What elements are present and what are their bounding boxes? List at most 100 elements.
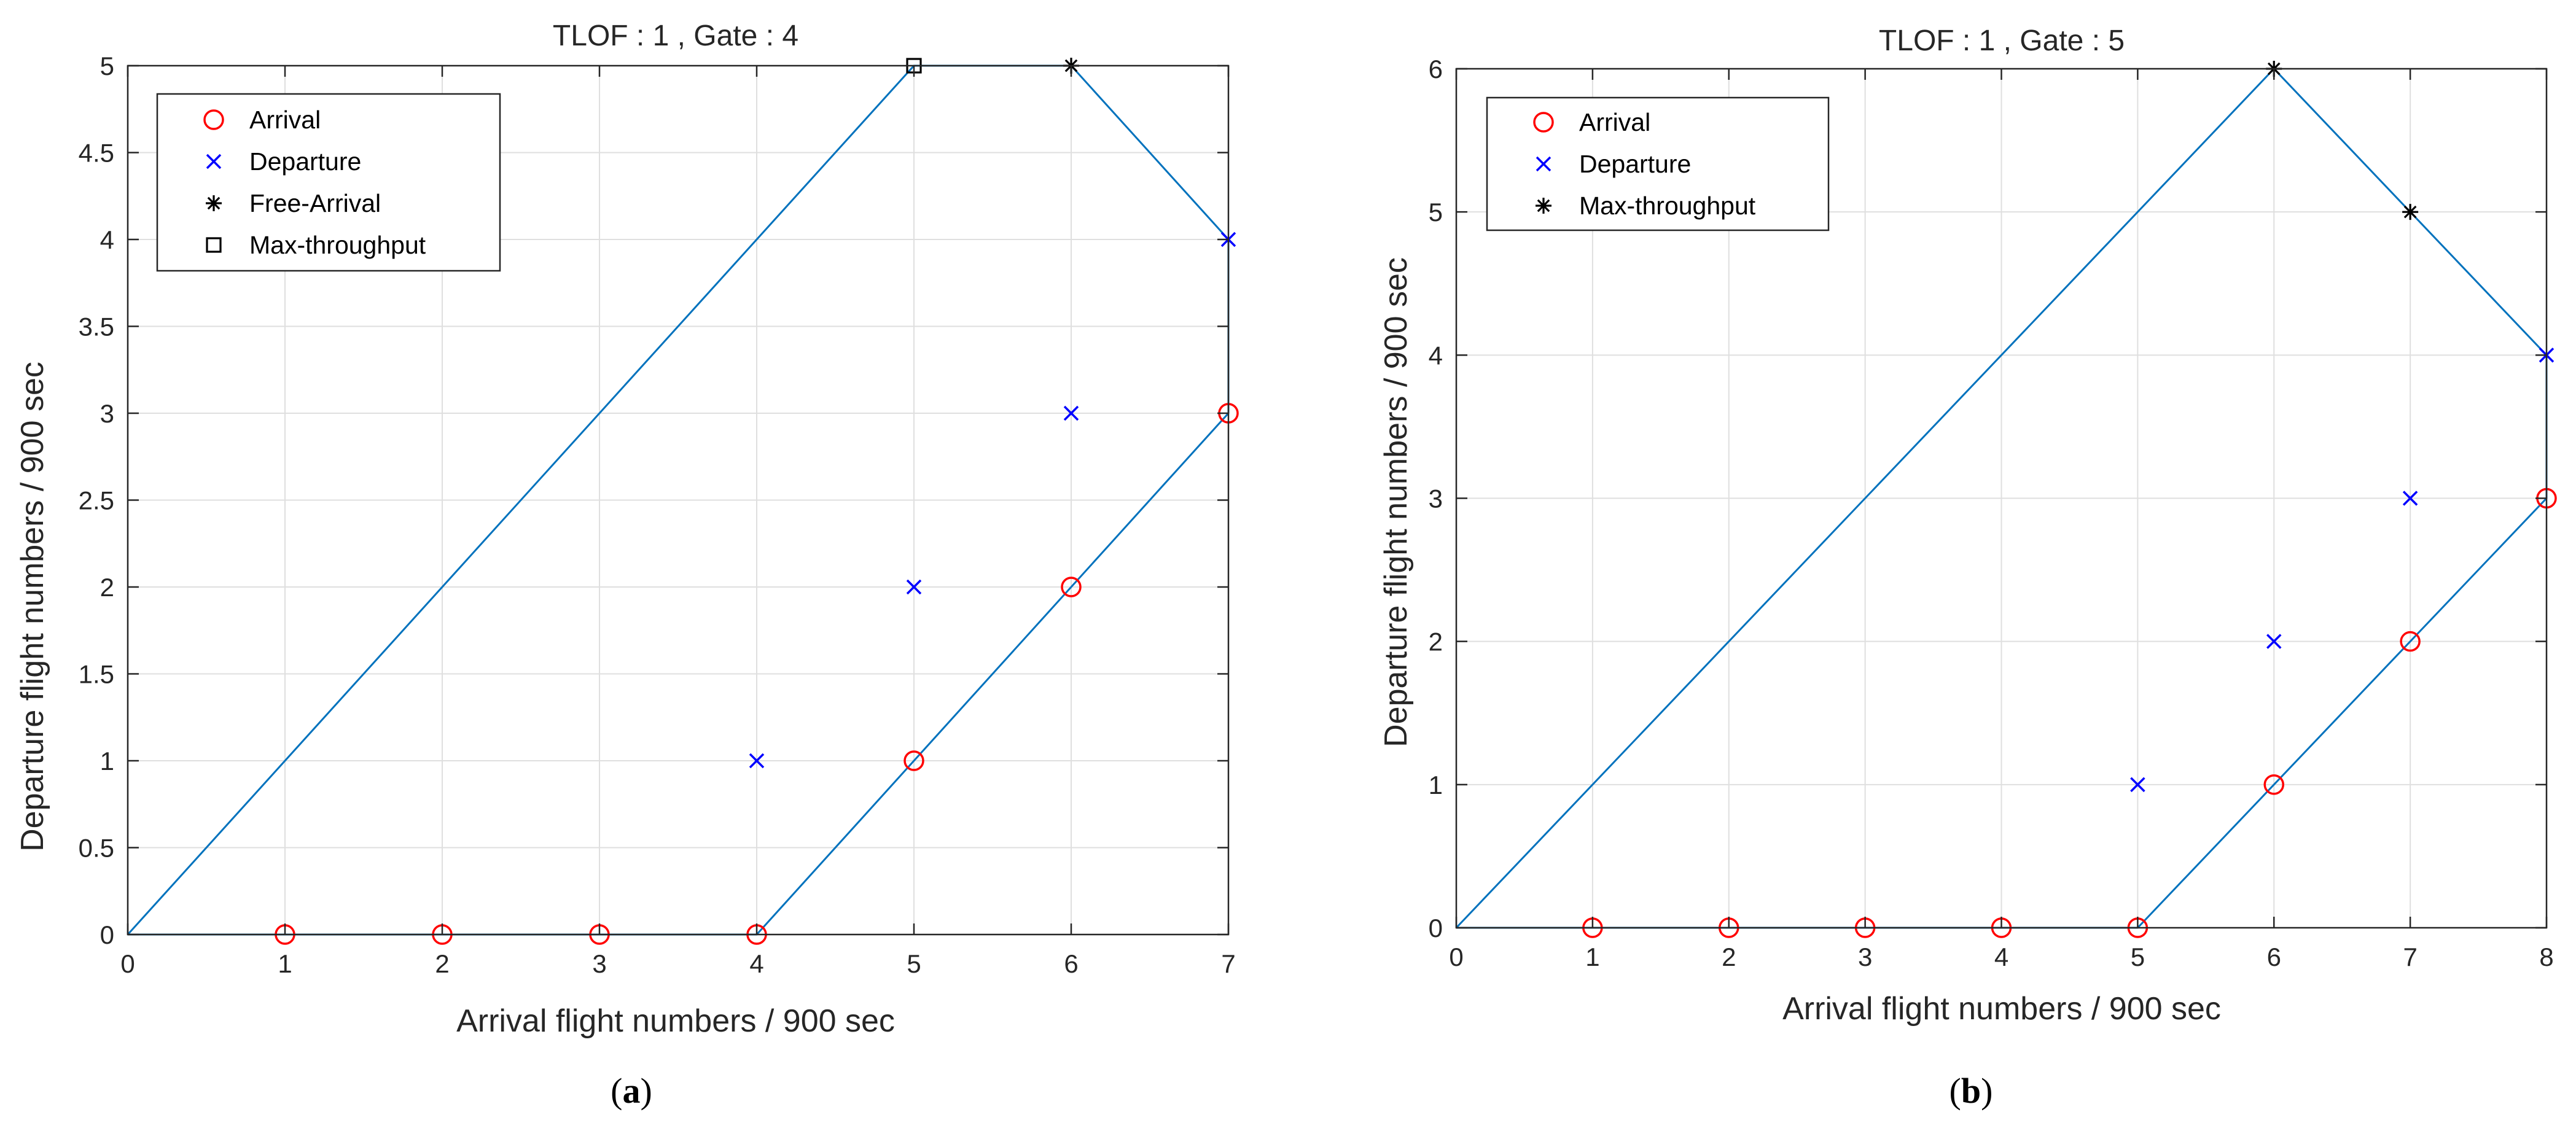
square-marker-shape (206, 237, 222, 253)
legend-marker-x (1536, 156, 1551, 172)
x-marker-shape (749, 753, 765, 769)
y-tick-label: 1 (100, 747, 114, 775)
legend-entry: Arrival (1533, 108, 1650, 136)
caption-letter: a (623, 1071, 641, 1111)
legend-label: Free-Arrival (249, 189, 381, 217)
legend-entry: Free-Arrival (206, 189, 381, 217)
y-tick-label: 1.5 (79, 660, 114, 689)
arrival-point (2263, 774, 2284, 795)
x-tick-label: 3 (1858, 943, 1872, 971)
circle-marker-shape (2400, 631, 2421, 652)
legend-marker-circle (203, 109, 224, 130)
y-tick-label: 3 (1429, 484, 1443, 513)
x-tick-label: 2 (435, 949, 449, 978)
x-tick-label: 0 (120, 949, 135, 978)
x-marker-shape (1063, 405, 1079, 421)
circle-marker-shape (1061, 577, 1082, 597)
grid (127, 65, 1229, 935)
chart-title: TLOF : 1 , Gate : 4 (553, 20, 798, 52)
x-tick-label: 3 (592, 949, 606, 978)
x-tick-label: 5 (907, 949, 921, 978)
chart-panel-a: TLOF : 1 , Gate : 4 0 1 2 3 4 5 6 7 0 0.5 1 1.5 2 2.5… (15, 20, 1239, 1111)
legend-marker-x (206, 154, 222, 169)
legend-entry: Max-throughput (206, 231, 426, 259)
x-tick-label: 5 (2131, 943, 2145, 971)
x-marker-shape (2402, 491, 2418, 506)
chart-panel-b: TLOF : 1 , Gate : 5 0 1 2 3 4 5 6 7 8 0 1 2 3 4 5 6 Arr… (1378, 25, 2557, 1111)
y-tick-label: 0 (100, 920, 114, 949)
x-tick-label: 1 (1585, 943, 1599, 971)
asterisk-marker-shape (2402, 204, 2419, 220)
x-tick-label: 7 (1221, 949, 1235, 978)
legend-label: Arrival (249, 106, 321, 134)
y-axis-label: Departure flight numbers / 900 sec (15, 362, 50, 852)
y-tick-label: 4.5 (79, 139, 114, 168)
caption-letter: b (1961, 1071, 1981, 1111)
x-axis-label: Arrival flight numbers / 900 sec (1782, 991, 2221, 1027)
y-tick-label: 3 (100, 399, 114, 428)
y-axis-label: Departure flight numbers / 900 sec (1378, 257, 1414, 747)
x-tick-label: 1 (278, 949, 292, 978)
departure-point (1063, 405, 1079, 421)
x-tick-label: 4 (1994, 943, 2008, 971)
y-tick-label: 5 (1429, 198, 1443, 227)
x-marker-shape (1536, 156, 1551, 172)
departure-point (906, 579, 922, 595)
arrival-point (1061, 577, 1082, 597)
legend-label: Arrival (1579, 108, 1650, 136)
x-tick-label: 8 (2539, 943, 2553, 971)
legend-marker-circle (1533, 112, 1554, 133)
circle-marker-shape (904, 750, 924, 771)
axis-ticks: 0 1 2 3 4 5 6 7 8 0 1 2 3 4 5 6 (1429, 55, 2554, 971)
legend-entry: Max-throughput (1536, 192, 1756, 220)
legend-marker-asterisk (206, 195, 222, 211)
x-marker-shape (2130, 777, 2145, 793)
legend-label: Max-throughput (1579, 192, 1756, 220)
y-tick-label: 5 (100, 52, 114, 80)
x-axis-label: Arrival flight numbers / 900 sec (456, 1003, 895, 1039)
departure-point (2402, 491, 2418, 506)
y-tick-label: 4 (1429, 341, 1443, 370)
legend-marker-square (206, 237, 222, 253)
x-tick-label: 7 (2403, 943, 2417, 971)
y-tick-label: 6 (1429, 55, 1443, 84)
y-tick-label: 2 (1429, 628, 1443, 656)
legend: Arrival Departure Free-Arrival Max-throughp… (156, 93, 501, 272)
departure-point (2266, 634, 2282, 649)
max-throughput-point (2402, 204, 2419, 220)
x-tick-label: 6 (2267, 943, 2281, 971)
legend-label: Departure (249, 147, 361, 176)
legend-entry: Arrival (203, 106, 321, 134)
x-tick-label: 2 (1722, 943, 1736, 971)
legend-entry: Departure (1536, 150, 1691, 178)
legend: Arrival Departure Max-throughput (1486, 96, 1830, 231)
axis-ticks: 0 1 2 3 4 5 6 7 0 0.5 1 1.5 2 2.5 3 3.5 4 4.5 5 (79, 52, 1236, 978)
legend-entry: Departure (206, 147, 361, 176)
legend-marker-asterisk (1536, 198, 1551, 214)
x-marker-shape (906, 579, 922, 595)
x-tick-label: 4 (749, 949, 763, 978)
legend-label: Departure (1579, 150, 1691, 178)
y-tick-label: 3.5 (79, 313, 114, 341)
circle-marker-shape (2263, 774, 2284, 795)
x-tick-label: 0 (1449, 943, 1463, 971)
legend-label: Max-throughput (249, 231, 426, 259)
x-marker-shape (206, 154, 222, 169)
y-tick-label: 4 (100, 225, 114, 254)
circle-marker-shape (1533, 112, 1554, 133)
y-tick-label: 0.5 (79, 834, 114, 863)
arrival-point (904, 750, 924, 771)
asterisk-marker-shape (1536, 198, 1551, 214)
panel-caption: (b) (1950, 1071, 1993, 1111)
x-tick-label: 6 (1064, 949, 1078, 978)
legend-box (156, 93, 501, 272)
y-tick-label: 2.5 (79, 486, 114, 515)
departure-point (2130, 777, 2145, 793)
arrival-point (2400, 631, 2421, 652)
y-tick-label: 1 (1429, 771, 1443, 799)
chart-title: TLOF : 1 , Gate : 5 (1879, 25, 2125, 57)
circle-marker-shape (203, 109, 224, 130)
departure-point (749, 753, 765, 769)
y-tick-label: 2 (100, 573, 114, 602)
